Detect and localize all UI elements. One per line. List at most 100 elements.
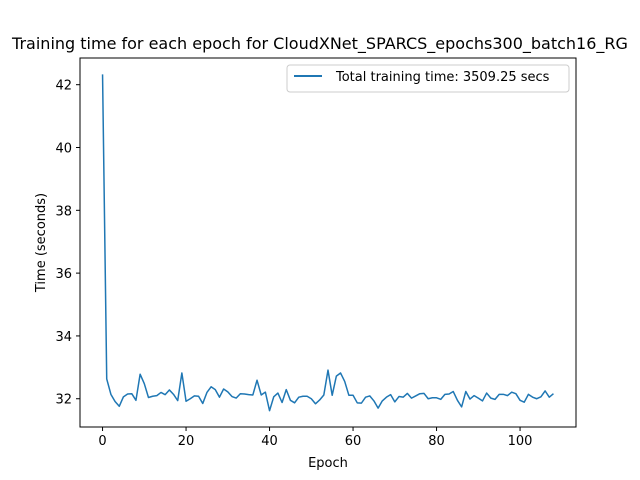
- data-point: [290, 400, 291, 401]
- data-point: [486, 393, 487, 394]
- data-point: [148, 397, 149, 398]
- x-tick-label: 100: [508, 434, 533, 449]
- data-point: [507, 395, 508, 396]
- data-point: [123, 396, 124, 397]
- x-tick-label: 60: [345, 434, 362, 449]
- data-point: [323, 394, 324, 395]
- data-point: [536, 398, 537, 399]
- y-tick-label: 32: [55, 393, 72, 408]
- data-point: [344, 381, 345, 382]
- data-point: [478, 398, 479, 399]
- data-point: [227, 391, 228, 392]
- data-point: [244, 394, 245, 395]
- data-point: [152, 396, 153, 397]
- data-point: [173, 394, 174, 395]
- data-point: [156, 395, 157, 396]
- data-point: [211, 386, 212, 387]
- data-point: [415, 395, 416, 396]
- data-point: [231, 396, 232, 397]
- legend-box: [286, 64, 570, 93]
- data-point: [540, 396, 541, 397]
- data-point: [140, 374, 141, 375]
- x-tick-label: 20: [178, 434, 195, 449]
- data-point: [553, 393, 554, 394]
- data-point: [490, 398, 491, 399]
- data-point: [499, 394, 500, 395]
- y-tick-label: 34: [55, 330, 72, 345]
- data-point: [520, 400, 521, 401]
- data-point: [215, 389, 216, 390]
- data-point: [261, 394, 262, 395]
- data-point: [545, 390, 546, 391]
- data-point: [449, 394, 450, 395]
- data-point: [403, 397, 404, 398]
- data-point: [223, 389, 224, 390]
- data-point: [357, 402, 358, 403]
- data-point: [127, 394, 128, 395]
- data-point: [177, 400, 178, 401]
- axes-frame: [79, 57, 577, 428]
- data-point: [469, 399, 470, 400]
- y-axis-label: Time (seconds): [34, 193, 49, 293]
- data-point: [115, 401, 116, 402]
- data-point: [436, 397, 437, 398]
- data-point: [432, 397, 433, 398]
- data-point: [549, 397, 550, 398]
- data-point: [131, 393, 132, 394]
- data-point: [252, 394, 253, 395]
- data-point: [411, 398, 412, 399]
- data-point: [315, 403, 316, 404]
- data-point: [194, 395, 195, 396]
- data-point: [503, 394, 504, 395]
- data-point: [240, 393, 241, 394]
- plot-area: [101, 74, 554, 412]
- chart-title: Training time for each epoch for CloudXN…: [11, 34, 628, 54]
- x-tick-label: 0: [98, 434, 106, 449]
- data-point: [298, 397, 299, 398]
- data-point: [332, 395, 333, 396]
- data-point: [161, 392, 162, 393]
- data-point: [511, 392, 512, 393]
- data-point: [311, 398, 312, 399]
- data-point: [135, 400, 136, 401]
- data-point: [282, 402, 283, 403]
- data-point: [307, 396, 308, 397]
- data-point: [474, 395, 475, 396]
- data-point: [532, 397, 533, 398]
- data-point: [336, 376, 337, 377]
- data-point: [361, 403, 362, 404]
- data-point: [144, 383, 145, 384]
- data-point: [119, 406, 120, 407]
- data-point: [453, 391, 454, 392]
- data-point: [273, 396, 274, 397]
- data-point: [236, 398, 237, 399]
- data-point: [457, 400, 458, 401]
- data-point: [398, 396, 399, 397]
- data-point: [206, 392, 207, 393]
- data-point: [302, 396, 303, 397]
- data-point: [440, 399, 441, 400]
- data-point: [190, 398, 191, 399]
- data-point: [106, 378, 107, 379]
- data-point: [390, 394, 391, 395]
- y-tick-label: 36: [55, 267, 72, 282]
- data-point: [378, 408, 379, 409]
- data-point: [428, 398, 429, 399]
- data-point: [353, 395, 354, 396]
- legend-label: Total training time: 3509.25 secs: [335, 70, 550, 85]
- x-axis-label: Epoch: [308, 456, 348, 471]
- y-tick-label: 40: [55, 142, 72, 157]
- data-point: [294, 402, 295, 403]
- data-point: [528, 394, 529, 395]
- data-point: [186, 401, 187, 402]
- data-point: [515, 393, 516, 394]
- y-tick-label: 42: [55, 79, 72, 94]
- data-point: [424, 393, 425, 394]
- data-point: [102, 74, 103, 75]
- series-line: [101, 74, 554, 412]
- data-point: [369, 395, 370, 396]
- data-point: [495, 399, 496, 400]
- data-point: [444, 394, 445, 395]
- data-point: [365, 397, 366, 398]
- data-point: [286, 389, 287, 390]
